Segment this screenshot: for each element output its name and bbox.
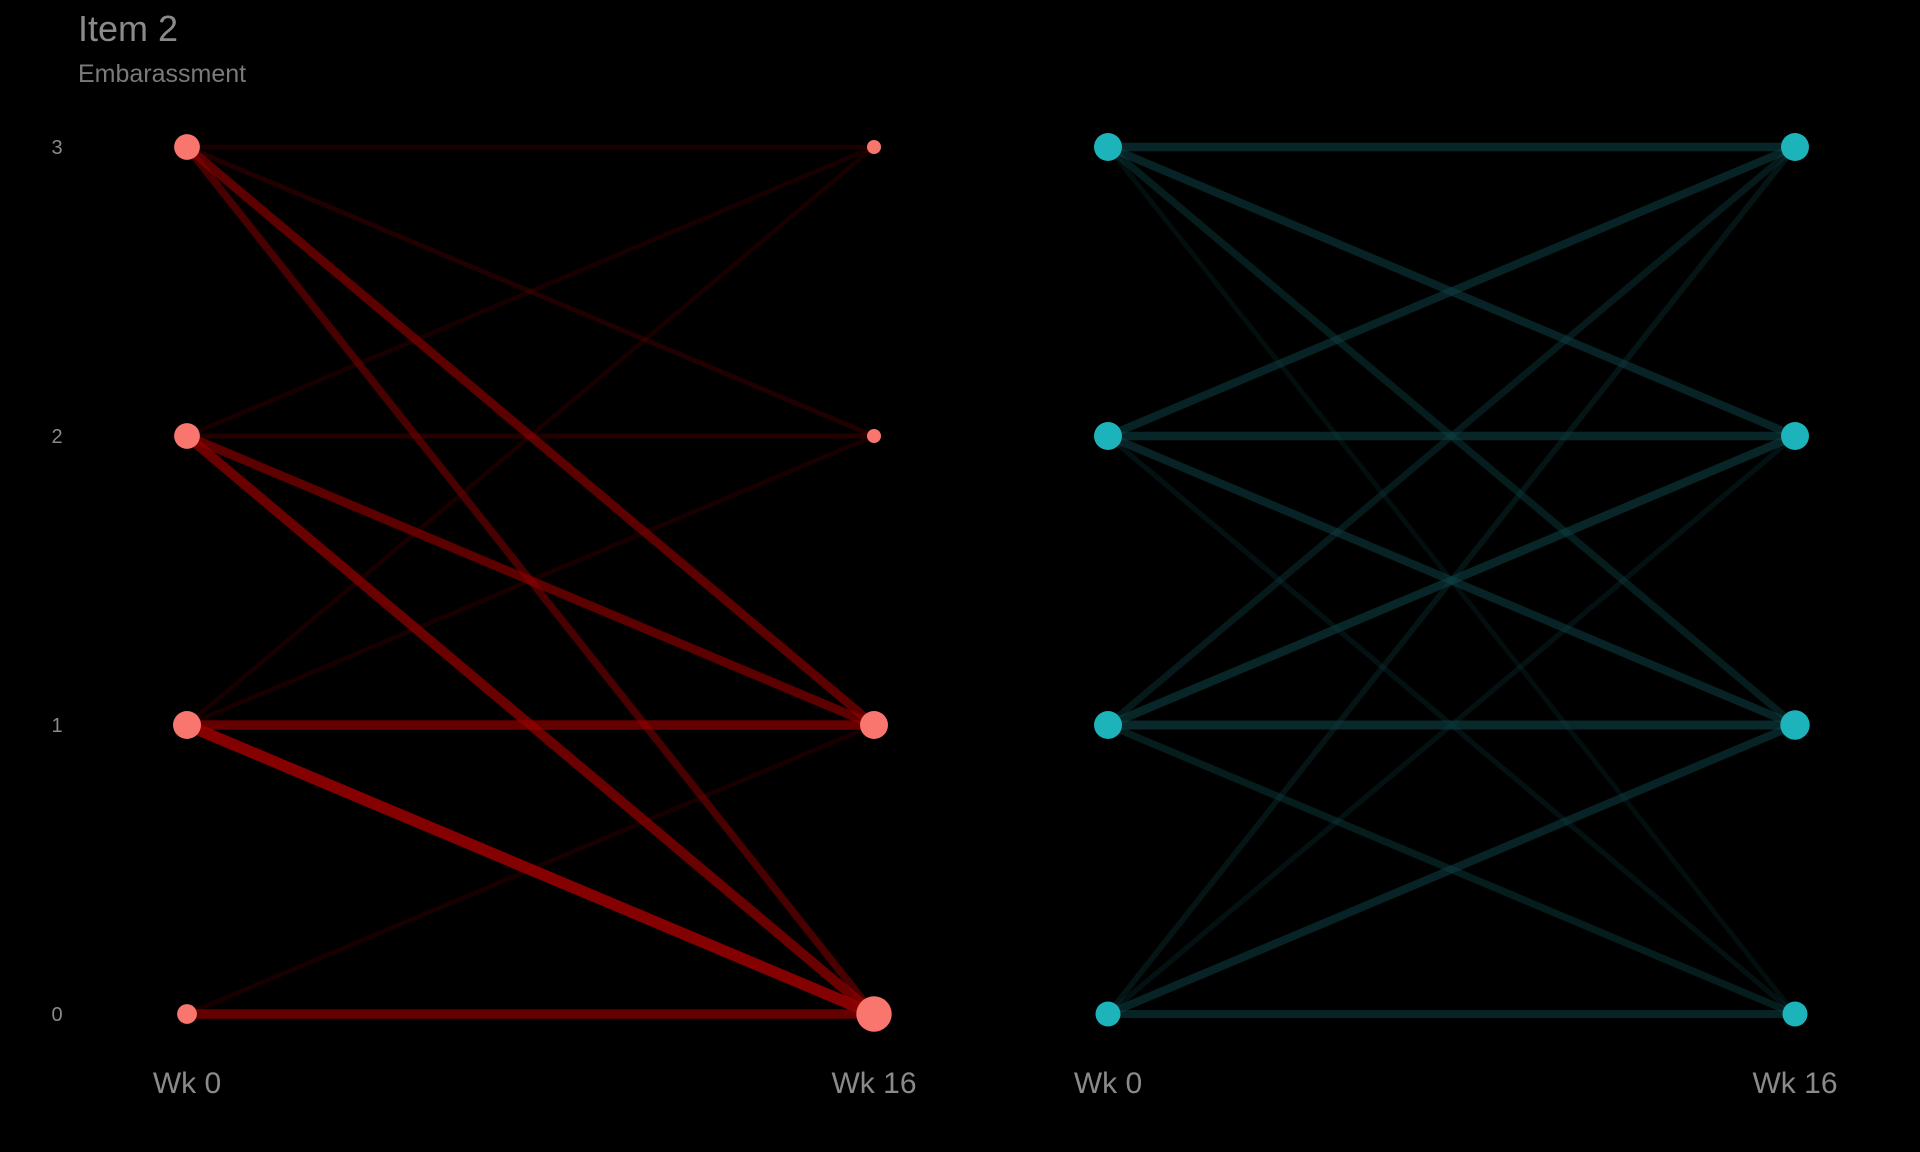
end-point [867, 140, 881, 154]
transition-line [181, 719, 880, 1020]
y-tick-label: 3 [51, 137, 62, 159]
start-point [1094, 133, 1122, 161]
end-point [1781, 133, 1809, 161]
transition-line [184, 433, 877, 728]
transition-line [184, 144, 877, 439]
start-point [174, 134, 200, 160]
end-point [1782, 1001, 1808, 1027]
transition-line [1103, 142, 1800, 441]
y-tick-label: 1 [51, 715, 62, 737]
x-tick-label: Wk 0 [153, 1067, 221, 1100]
start-point [174, 423, 200, 449]
y-axis: 0 1 2 3 [51, 137, 62, 1026]
transition-line [1105, 433, 1798, 1017]
x-tick-label: Wk 0 [1074, 1067, 1142, 1100]
end-point [856, 996, 892, 1032]
start-point [177, 1004, 197, 1024]
transition-line [1103, 431, 1800, 730]
end-point [867, 429, 881, 443]
transition-line [182, 431, 879, 730]
panel-left: Wk 0 Wk 16 [153, 134, 917, 1100]
transition-line [1104, 143, 1799, 729]
transition-line [1105, 144, 1798, 1017]
start-point [1094, 711, 1122, 739]
transition-line [184, 722, 877, 1017]
end-point [860, 711, 888, 739]
chart-subtitle: Embarassment [78, 60, 247, 88]
transition-line [184, 144, 877, 728]
transition-line [1103, 720, 1800, 1019]
start-point [1094, 422, 1122, 450]
start-point [1095, 1001, 1121, 1027]
end-point [1780, 710, 1810, 740]
transition-line [182, 142, 879, 730]
y-tick-label: 0 [51, 1004, 62, 1026]
start-point [173, 711, 201, 739]
x-tick-label: Wk 16 [831, 1067, 916, 1100]
panel-right: Wk 0 Wk 16 [1074, 133, 1838, 1100]
transition-line [184, 144, 877, 439]
chart-title: Item 2 [78, 8, 179, 49]
y-tick-label: 2 [51, 426, 62, 448]
x-tick-label: Wk 16 [1752, 1067, 1837, 1100]
end-point [1781, 422, 1809, 450]
